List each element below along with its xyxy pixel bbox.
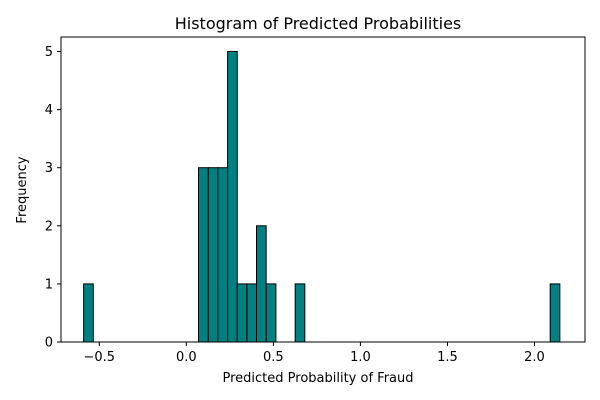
y-tick-label-1: 0 xyxy=(45,336,53,351)
y-axis-ticks: 0 1 2 3 4 5 xyxy=(45,45,61,351)
chart-title: Histogram of Predicted Probabilities xyxy=(175,14,462,33)
x-tick-label-1: −0.5 xyxy=(84,350,116,365)
histogram-bar-6 xyxy=(236,283,248,343)
histogram-bar-10 xyxy=(294,283,306,343)
histogram-bar-5 xyxy=(227,51,238,343)
histogram-bar-9 xyxy=(265,283,277,343)
histogram-bar-8 xyxy=(256,225,267,343)
x-axis-ticks: −0.5 0.0 0.5 1.0 1.5 2.0 xyxy=(84,342,545,365)
plot-frame xyxy=(60,36,586,343)
x-tick-label-3: 0.5 xyxy=(263,350,284,365)
histogram-bar-2 xyxy=(198,167,209,343)
histogram-bar-11 xyxy=(549,283,561,343)
y-tick-label-6: 5 xyxy=(45,45,53,60)
histogram-bar-4 xyxy=(217,167,229,343)
y-tick-label-2: 1 xyxy=(45,277,53,292)
y-axis-label: Frequency xyxy=(15,156,30,223)
x-tick-label-6: 2.0 xyxy=(524,350,545,365)
y-tick-label-3: 2 xyxy=(45,219,53,234)
x-axis-label: Predicted Probability of Fraud xyxy=(222,371,413,386)
x-tick-label-4: 1.0 xyxy=(350,350,371,365)
histogram-bar-3 xyxy=(207,167,219,343)
x-tick-label-2: 0.0 xyxy=(176,350,197,365)
histogram-bar-1 xyxy=(83,283,94,343)
histogram-bar-7 xyxy=(246,283,258,343)
y-tick-label-5: 4 xyxy=(45,103,53,118)
x-tick-label-5: 1.5 xyxy=(437,350,458,365)
y-tick-label-4: 3 xyxy=(45,161,53,176)
